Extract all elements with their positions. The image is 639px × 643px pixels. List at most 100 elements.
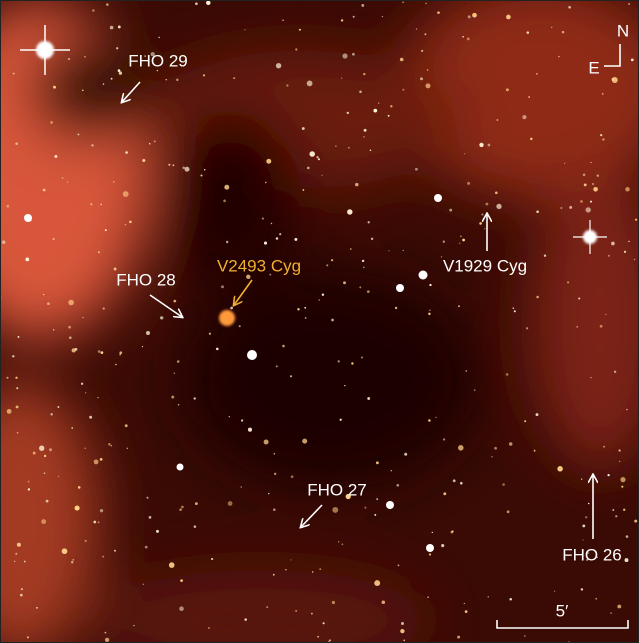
star bbox=[172, 164, 175, 167]
star-spike bbox=[573, 220, 607, 254]
star bbox=[485, 202, 489, 206]
star bbox=[294, 237, 298, 241]
star bbox=[428, 419, 431, 422]
star bbox=[304, 306, 307, 309]
star bbox=[524, 635, 526, 637]
star bbox=[349, 248, 352, 250]
star bbox=[457, 635, 461, 639]
star bbox=[14, 560, 16, 563]
star bbox=[269, 273, 272, 276]
star bbox=[68, 58, 70, 60]
star bbox=[586, 558, 589, 561]
star bbox=[464, 610, 468, 613]
star bbox=[596, 556, 599, 559]
star bbox=[352, 52, 355, 56]
star bbox=[52, 238, 55, 241]
star bbox=[496, 119, 499, 121]
star bbox=[289, 375, 293, 378]
star bbox=[420, 49, 424, 53]
star bbox=[536, 295, 539, 299]
star bbox=[84, 55, 86, 58]
star bbox=[119, 353, 121, 356]
star bbox=[129, 220, 132, 224]
star bbox=[203, 168, 206, 171]
star bbox=[390, 104, 393, 108]
star bbox=[341, 77, 343, 79]
star bbox=[182, 166, 185, 170]
star bbox=[275, 237, 279, 240]
star bbox=[194, 502, 198, 506]
star bbox=[97, 396, 99, 399]
star bbox=[429, 309, 431, 312]
star bbox=[240, 486, 242, 488]
star bbox=[261, 217, 264, 220]
star bbox=[15, 376, 18, 379]
star bbox=[109, 25, 114, 30]
star bbox=[373, 108, 378, 113]
star bbox=[564, 162, 566, 164]
star bbox=[402, 249, 404, 252]
star bbox=[122, 191, 129, 197]
star bbox=[84, 447, 86, 449]
star bbox=[266, 158, 272, 164]
star bbox=[340, 19, 344, 22]
star bbox=[100, 351, 104, 354]
star bbox=[110, 77, 113, 80]
star bbox=[6, 204, 10, 208]
star bbox=[25, 257, 30, 262]
star bbox=[367, 397, 371, 400]
star bbox=[359, 90, 362, 94]
star bbox=[329, 639, 331, 642]
star bbox=[487, 143, 491, 147]
star bbox=[462, 238, 465, 242]
star bbox=[370, 237, 374, 240]
compass-north: N bbox=[617, 21, 629, 40]
star bbox=[390, 470, 392, 472]
star bbox=[404, 452, 408, 456]
star bbox=[596, 174, 600, 177]
star bbox=[115, 363, 117, 366]
star bbox=[576, 325, 579, 328]
star bbox=[583, 183, 587, 187]
star bbox=[168, 163, 171, 166]
star bbox=[458, 305, 460, 308]
star bbox=[117, 25, 121, 29]
star bbox=[208, 332, 212, 335]
star bbox=[43, 454, 47, 458]
star bbox=[386, 501, 394, 509]
star bbox=[348, 147, 350, 149]
star bbox=[628, 240, 630, 243]
star bbox=[435, 416, 437, 419]
star bbox=[337, 360, 340, 363]
star bbox=[590, 376, 592, 379]
star bbox=[533, 449, 536, 452]
star bbox=[331, 318, 334, 322]
star bbox=[74, 505, 80, 511]
star bbox=[582, 539, 584, 541]
star bbox=[424, 33, 427, 36]
star bbox=[585, 516, 588, 519]
star bbox=[505, 88, 509, 92]
star bbox=[6, 376, 9, 379]
star bbox=[429, 283, 432, 287]
star bbox=[366, 290, 370, 293]
star bbox=[230, 306, 233, 310]
scale-label: 5′ bbox=[556, 601, 569, 620]
star bbox=[77, 486, 81, 489]
star bbox=[146, 496, 149, 499]
star bbox=[396, 284, 404, 292]
star bbox=[451, 530, 454, 533]
star bbox=[225, 240, 229, 244]
star bbox=[27, 488, 31, 491]
star bbox=[116, 47, 119, 50]
star bbox=[535, 413, 539, 417]
star bbox=[265, 181, 267, 184]
star bbox=[465, 369, 468, 372]
star bbox=[118, 71, 123, 75]
star bbox=[526, 327, 529, 330]
star bbox=[266, 606, 269, 609]
star bbox=[494, 446, 497, 450]
star bbox=[400, 621, 405, 626]
star bbox=[425, 2, 427, 5]
star bbox=[274, 472, 277, 476]
